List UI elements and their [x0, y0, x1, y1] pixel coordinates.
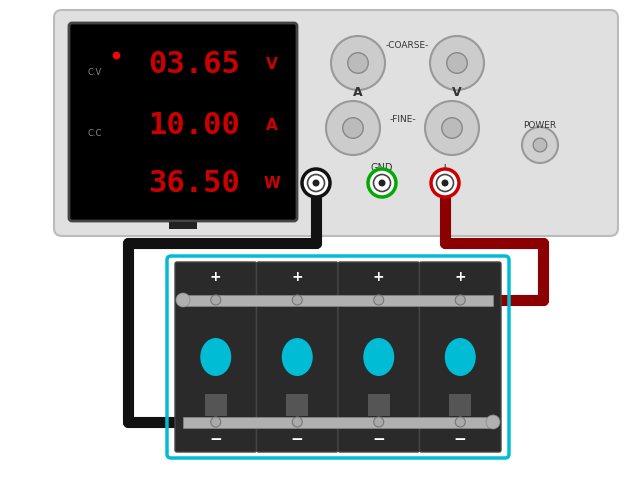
Text: V: V	[452, 86, 462, 99]
Text: POWER: POWER	[524, 121, 557, 131]
FancyBboxPatch shape	[257, 262, 338, 452]
Text: +: +	[373, 270, 385, 284]
Text: +: +	[440, 163, 451, 176]
FancyBboxPatch shape	[338, 262, 419, 452]
Text: W: W	[264, 176, 280, 191]
Circle shape	[533, 138, 547, 152]
Bar	[183, 295, 493, 306]
FancyBboxPatch shape	[419, 262, 501, 452]
Circle shape	[522, 127, 558, 163]
Circle shape	[368, 169, 396, 197]
Circle shape	[436, 175, 454, 192]
Circle shape	[326, 101, 380, 155]
Text: −: −	[209, 432, 222, 447]
Text: V: V	[266, 57, 278, 72]
Bar	[205, 394, 227, 416]
Text: −: −	[454, 432, 467, 447]
Circle shape	[425, 101, 479, 155]
Circle shape	[302, 169, 330, 197]
Text: −: −	[372, 432, 385, 447]
Text: -COARSE-: -COARSE-	[386, 40, 429, 49]
Text: A: A	[353, 86, 363, 99]
Circle shape	[343, 118, 364, 138]
Circle shape	[442, 118, 462, 138]
Text: 10.00: 10.00	[148, 111, 240, 140]
Circle shape	[431, 169, 459, 197]
Circle shape	[331, 36, 385, 90]
Text: C.C: C.C	[87, 129, 101, 138]
Circle shape	[455, 295, 465, 305]
Circle shape	[292, 295, 302, 305]
Circle shape	[292, 417, 302, 427]
Bar	[169, 222, 197, 229]
Circle shape	[442, 180, 449, 187]
Circle shape	[455, 417, 465, 427]
Text: −: −	[291, 432, 303, 447]
Text: -FINE-: -FINE-	[389, 116, 416, 124]
FancyBboxPatch shape	[69, 23, 297, 221]
Circle shape	[176, 293, 190, 307]
Ellipse shape	[200, 338, 231, 376]
Circle shape	[486, 415, 500, 429]
Circle shape	[211, 295, 221, 305]
Circle shape	[211, 417, 221, 427]
Bar	[183, 417, 493, 428]
Circle shape	[430, 36, 484, 90]
FancyBboxPatch shape	[175, 262, 257, 452]
Circle shape	[307, 175, 324, 192]
Circle shape	[447, 53, 467, 73]
Ellipse shape	[282, 338, 313, 376]
Text: +: +	[210, 270, 221, 284]
Text: −: −	[311, 163, 321, 176]
Ellipse shape	[364, 338, 394, 376]
Text: GND: GND	[371, 163, 393, 173]
Text: A: A	[266, 119, 278, 133]
Text: C.V: C.V	[87, 68, 101, 77]
Text: +: +	[454, 270, 466, 284]
Text: 03.65: 03.65	[148, 50, 240, 79]
Circle shape	[312, 180, 319, 187]
Ellipse shape	[445, 338, 476, 376]
Bar	[286, 394, 308, 416]
FancyBboxPatch shape	[54, 10, 618, 236]
Text: 36.50: 36.50	[148, 169, 240, 198]
Circle shape	[378, 180, 385, 187]
Circle shape	[374, 417, 384, 427]
Bar	[449, 394, 471, 416]
Circle shape	[374, 175, 390, 192]
Circle shape	[348, 53, 368, 73]
Circle shape	[374, 295, 384, 305]
Bar	[368, 394, 390, 416]
Text: +: +	[291, 270, 303, 284]
